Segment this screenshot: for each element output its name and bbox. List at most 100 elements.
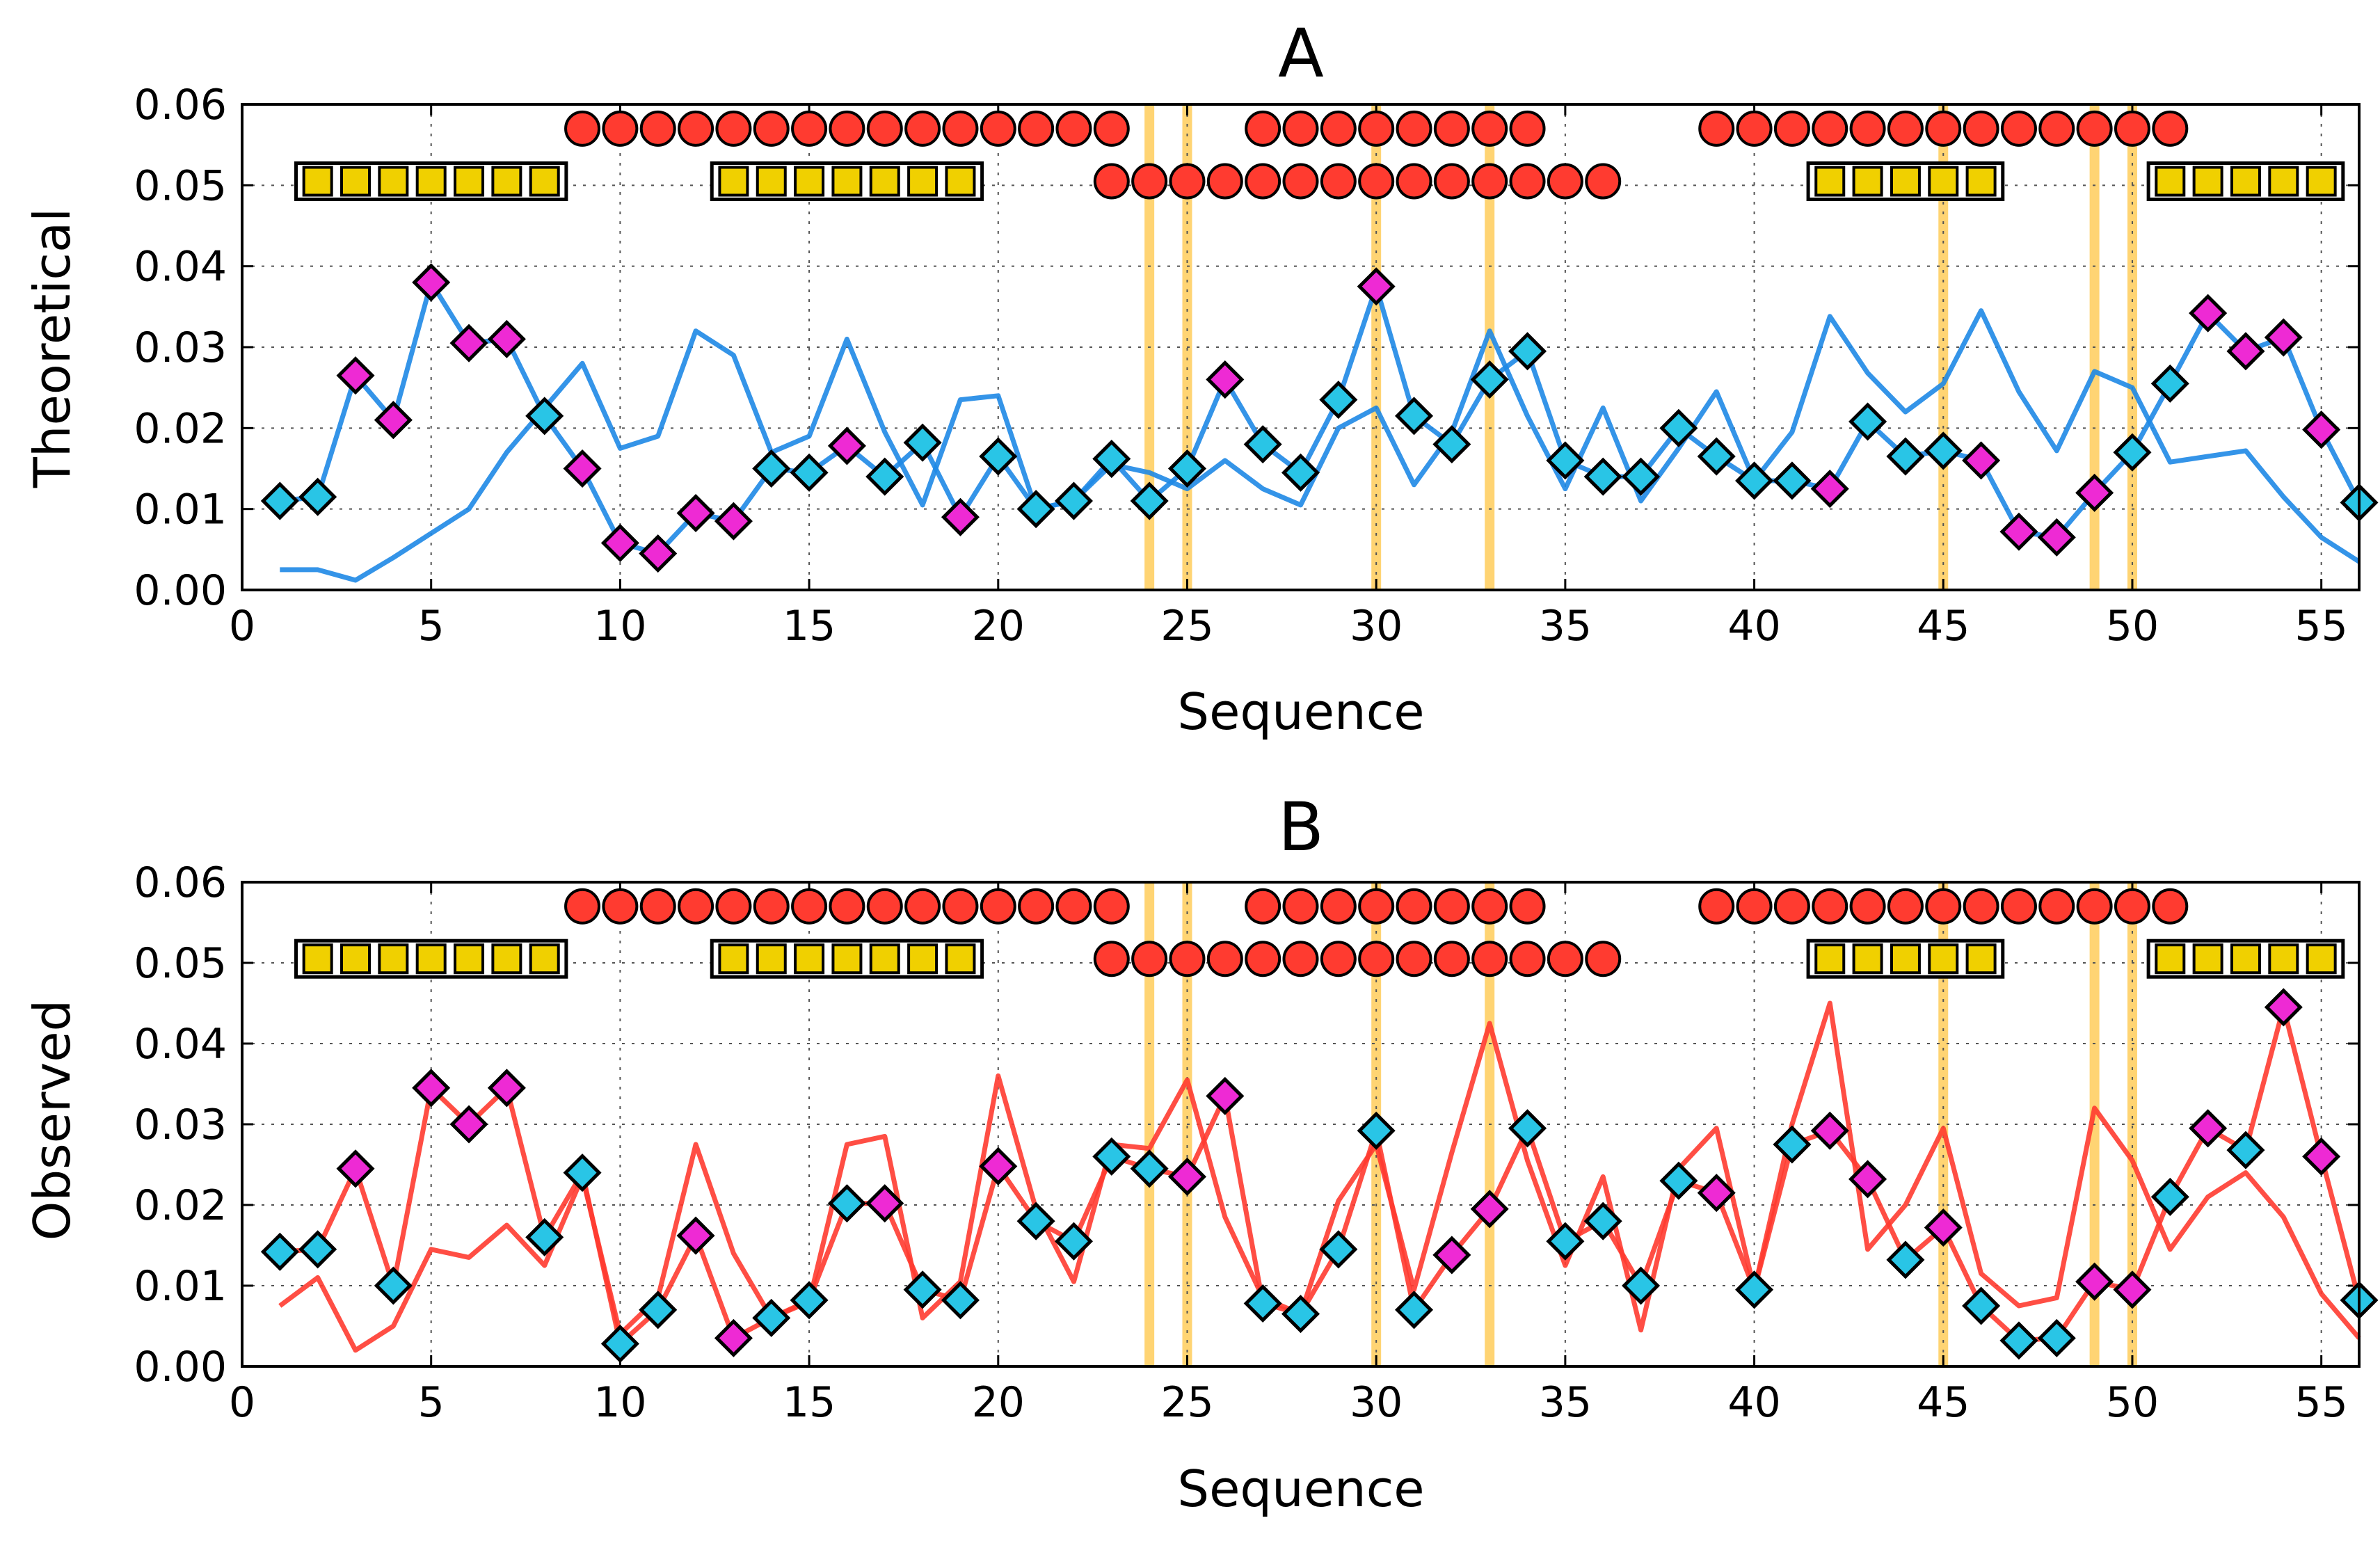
panel-a-data-point: [525, 397, 564, 436]
panel-b-data-point: [2037, 1318, 2076, 1357]
panel-a-segment-square: [378, 166, 409, 197]
panel-b-axes-frame: [241, 881, 2361, 1368]
panel-b-segment-circle: [1963, 888, 1999, 925]
panel-b-data-point: [1357, 1111, 1396, 1150]
panel-b-segment-circle: [1509, 888, 1546, 925]
panel-b-segment-square: [869, 943, 900, 975]
panel-b-data-point: [752, 1298, 791, 1337]
panel-a-segment-square: [907, 166, 939, 197]
panel-b-x-tick-label: 20: [972, 1378, 1025, 1427]
panel-a-segment-square: [2306, 166, 2337, 197]
panel-b-segment-circle: [1245, 888, 1281, 925]
panel-a-data-point: [1773, 461, 1812, 500]
panel-b-data-point: [1130, 1149, 1169, 1188]
panel-a-segment-circle: [1131, 163, 1168, 200]
panel-b-segment-circle: [1396, 888, 1432, 925]
panel-b-segment-square: [340, 943, 372, 975]
panel-a-y-tick-label: 0.02: [134, 404, 227, 453]
panel-a-segment-square: [302, 166, 333, 197]
panel-a-data-point: [1508, 332, 1547, 371]
panel-a-x-tick-label: 40: [1727, 602, 1780, 650]
panel-a-segment-circle: [1093, 110, 1130, 147]
panel-a-segment-circle: [678, 110, 714, 147]
panel-b-segment-circle: [1509, 941, 1546, 977]
panel-a-data-point: [1357, 267, 1396, 306]
panel-a-highlight-band: [1371, 104, 1382, 590]
panel-b-data-point: [979, 1147, 1018, 1185]
panel-a-segment-circle: [1509, 110, 1546, 147]
panel-a-segment-circle: [1585, 163, 1622, 200]
panel-a-data-point: [941, 497, 980, 536]
panel-b-data-point: [2264, 988, 2303, 1027]
panel-b-segment-circle: [1282, 941, 1319, 977]
panel-a-data-point: [1243, 425, 1282, 464]
panel-b-segment-square: [907, 943, 939, 975]
panel-a-segment-circle: [1812, 110, 1848, 147]
panel-b-x-tick-label: 40: [1727, 1378, 1780, 1427]
panel-b-segment-circle: [753, 888, 790, 925]
panel-b-data-point: [941, 1281, 980, 1320]
panel-a-data-point: [298, 477, 337, 516]
panel-a-segment-circle: [2038, 110, 2075, 147]
panel-a-data-point: [1735, 461, 1774, 500]
panel-b-title: B: [1278, 788, 1324, 866]
panel-b-segment-circle: [2000, 888, 2037, 925]
panel-b-segment-circle: [678, 888, 714, 925]
panel-a-segment-circle: [1320, 163, 1357, 200]
panel-b-segment-circle: [1358, 888, 1395, 925]
panel-b-segment-square: [2230, 943, 2261, 975]
panel-b-series-line-line: [278, 1000, 2361, 1353]
panel-a-data-point: [374, 401, 413, 440]
panel-a-segment-circle: [1093, 163, 1130, 200]
panel-a-data-point: [790, 453, 829, 492]
panel-a-data-point: [2302, 410, 2341, 449]
panel-b-segment-circle: [1736, 888, 1773, 925]
panel-b-segment-circle: [1320, 941, 1357, 977]
panel-b-segment-circle: [904, 888, 941, 925]
panel-b-data-point: [2075, 1262, 2114, 1301]
panel-a-data-point: [2264, 318, 2303, 357]
panel-a-data-point: [1206, 360, 1245, 399]
panel-a-segment-square: [945, 166, 976, 197]
panel-a-x-tick-label: 55: [2294, 602, 2347, 650]
panel-a-data-point: [1470, 360, 1509, 399]
panel-b-data-point: [2150, 1177, 2189, 1216]
panel-a-data-point: [1848, 402, 1887, 441]
panel-b-data-point: [903, 1270, 942, 1309]
panel-a-segment-circle: [1396, 110, 1432, 147]
panel-b-data-point: [1924, 1208, 1963, 1247]
panel-a-segment-circle: [1396, 163, 1432, 200]
panel-a-segment-square: [831, 166, 863, 197]
panel-a-segment-circle: [1736, 110, 1773, 147]
panel-b-data-point: [865, 1184, 904, 1223]
panel-a-data-point: [1319, 381, 1358, 420]
panel-b-data-point: [1054, 1222, 1093, 1261]
panel-b-segment-circle: [1093, 941, 1130, 977]
panel-a-data-point: [1016, 490, 1055, 529]
panel-b-segment-circle: [1282, 888, 1319, 925]
panel-b-data-point: [1962, 1286, 2001, 1325]
panel-a-segment-square: [1852, 166, 1883, 197]
panel-a-x-tick-label: 50: [2106, 602, 2159, 650]
panel-b-data-point: [1319, 1230, 1358, 1269]
panel-b-y-tick-label: 0.01: [134, 1262, 227, 1311]
panel-a-segment-square: [454, 166, 485, 197]
panel-b-data-point: [525, 1217, 564, 1256]
panel-b: B 0 5 10 15 20 25 30 35 40 45 50 55 0.00 0.01 0.02 0.03…: [23, 788, 2379, 1518]
panel-a-y-tick-label: 0.04: [134, 243, 227, 292]
panel-b-segment-circle: [715, 888, 752, 925]
panel-b-data-point: [2302, 1137, 2341, 1176]
panel-a-axes-frame: [241, 103, 2361, 591]
panel-b-data-point: [1206, 1076, 1245, 1115]
panel-b-segment-square: [2268, 943, 2299, 975]
panel-a-segment-circle: [1320, 110, 1357, 147]
panel-a-segment-square: [794, 166, 825, 197]
panel-b-segment-square: [1965, 943, 1997, 975]
panel-a-segment-circle: [1433, 110, 1470, 147]
panel-a-data-point: [336, 356, 375, 395]
panel-b-x-tick-label: 45: [1917, 1378, 1970, 1427]
panel-b-data-point: [1092, 1137, 1131, 1176]
panel-a-segment-square: [1814, 166, 1846, 197]
panel-b-data-point: [2226, 1131, 2265, 1169]
panel-b-data-point: [1773, 1125, 1812, 1164]
